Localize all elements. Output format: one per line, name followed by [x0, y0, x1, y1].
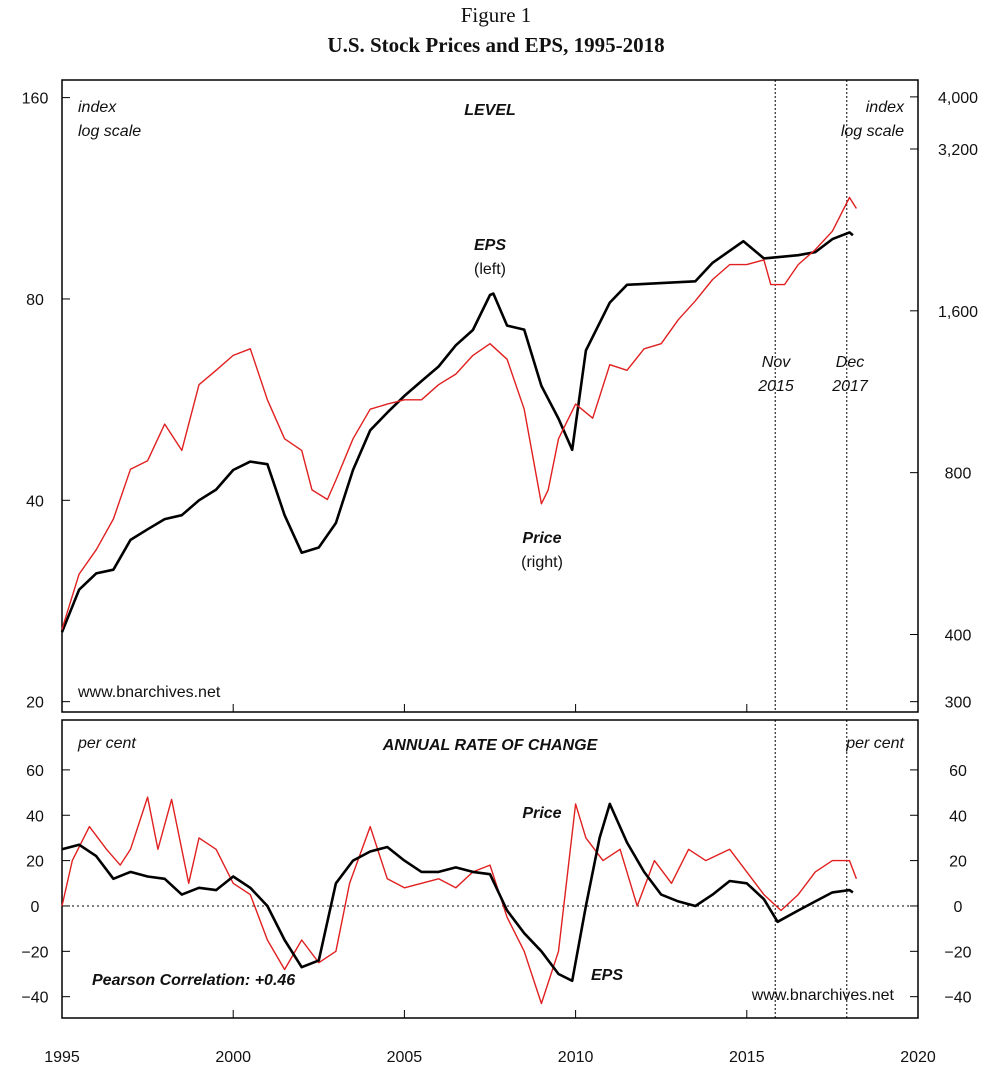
y-tick-label: 60 — [26, 763, 44, 780]
series-label: EPS — [474, 237, 506, 254]
series-note: (left) — [474, 261, 506, 278]
x-tick-label: 1995 — [44, 1049, 80, 1066]
plot-frame — [61, 719, 919, 1019]
y2-tick-label: 40 — [949, 808, 967, 825]
y2-tick-label: 1,600 — [938, 304, 978, 321]
y2-tick-label: 4,000 — [938, 90, 978, 107]
marker-label: Dec — [836, 354, 864, 371]
y2-tick-label: 3,200 — [938, 142, 978, 159]
y-tick-label: 40 — [26, 808, 44, 825]
x-tick-label: 2000 — [215, 1049, 251, 1066]
plot-frame — [61, 79, 919, 713]
series-note: (right) — [521, 554, 563, 571]
y2-tick-label: −20 — [944, 944, 971, 961]
marker-label: Nov — [762, 354, 791, 371]
marker-label: 2015 — [757, 378, 794, 395]
y-label: log scale — [78, 123, 141, 140]
y2-tick-label: −40 — [944, 990, 971, 1007]
y-tick-label: 80 — [26, 292, 44, 309]
y2-tick-label: 400 — [945, 627, 972, 644]
figure-label: Figure 1 — [461, 3, 532, 27]
annotation: Pearson Correlation: +0.46 — [92, 972, 295, 989]
marker-label: 2017 — [831, 378, 869, 395]
y2-tick-label: 300 — [945, 695, 972, 712]
x-tick-label: 2010 — [558, 1049, 594, 1066]
y-tick-label: 20 — [26, 854, 44, 871]
y2-label: per cent — [845, 735, 904, 752]
y-tick-label: −20 — [21, 944, 48, 961]
source: www.bnarchives.net — [751, 987, 895, 1004]
y2-tick-label: 0 — [954, 899, 963, 916]
y-tick-label: −40 — [21, 990, 48, 1007]
y2-tick-label: 800 — [945, 466, 972, 483]
series-line — [61, 796, 858, 1005]
series-line — [60, 231, 854, 633]
x-tick-label: 2015 — [729, 1049, 765, 1066]
y-label: per cent — [77, 735, 136, 752]
x-tick-label: 2020 — [900, 1049, 936, 1066]
y-label: index — [78, 99, 117, 116]
y-tick-label: 40 — [26, 493, 44, 510]
panel-title: LEVEL — [464, 102, 516, 119]
y-tick-label: 160 — [22, 91, 49, 108]
series-label: Price — [522, 530, 561, 547]
x-tick-label: 2005 — [387, 1049, 423, 1066]
y2-label: index — [866, 99, 905, 116]
figure-title: U.S. Stock Prices and EPS, 1995-2018 — [327, 33, 664, 57]
y2-tick-label: 20 — [949, 854, 967, 871]
y-tick-label: 0 — [31, 899, 40, 916]
y-tick-label: 20 — [26, 695, 44, 712]
source: www.bnarchives.net — [77, 684, 221, 701]
series-line — [61, 196, 857, 630]
y2-tick-label: 60 — [949, 763, 967, 780]
y2-label: log scale — [841, 123, 904, 140]
series-label: EPS — [591, 967, 623, 984]
panel-title: ANNUAL RATE OF CHANGE — [382, 737, 599, 754]
series-line — [61, 802, 854, 983]
series-label: Price — [522, 805, 561, 822]
